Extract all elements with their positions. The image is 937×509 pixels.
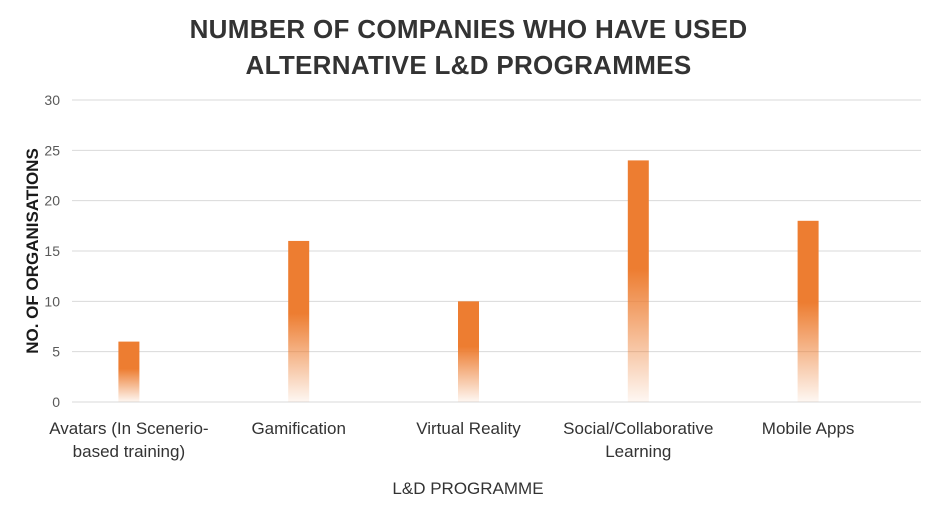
x-tick-label: Gamification: [251, 419, 345, 438]
x-tick-label: Avatars (In Scenerio-based training): [49, 419, 208, 461]
x-tick-label: Virtual Reality: [416, 419, 521, 438]
chart-title-line-2: ALTERNATIVE L&D PROGRAMMES: [245, 50, 692, 80]
labels: 0 5 10 15 20 25 30 Avatars (In Scenerio-based t…: [44, 92, 854, 461]
y-tick-label: 25: [44, 142, 60, 158]
bar: [627, 160, 649, 402]
y-tick-label: 15: [44, 243, 60, 259]
x-axis-title: L&D PROGRAMME: [392, 479, 543, 498]
bar: [118, 341, 140, 402]
x-tick-label: Social/Collaborative Learning: [563, 419, 713, 461]
gridlines: [72, 99, 921, 403]
chart-title-line-1: NUMBER OF COMPANIES WHO HAVE USED: [189, 14, 748, 44]
bar: [288, 240, 310, 402]
x-tick-label: Mobile Apps: [762, 419, 855, 438]
bars: [118, 160, 819, 402]
y-tick-label: 20: [44, 193, 60, 209]
y-tick-label: 0: [52, 394, 60, 410]
y-tick-label: 5: [52, 344, 60, 360]
y-tick-label: 30: [44, 92, 60, 108]
y-tick-label: 10: [44, 293, 60, 309]
y-axis-title: NO. OF ORGANISATIONS: [23, 148, 42, 354]
bar: [458, 301, 479, 402]
bar: [797, 220, 819, 402]
